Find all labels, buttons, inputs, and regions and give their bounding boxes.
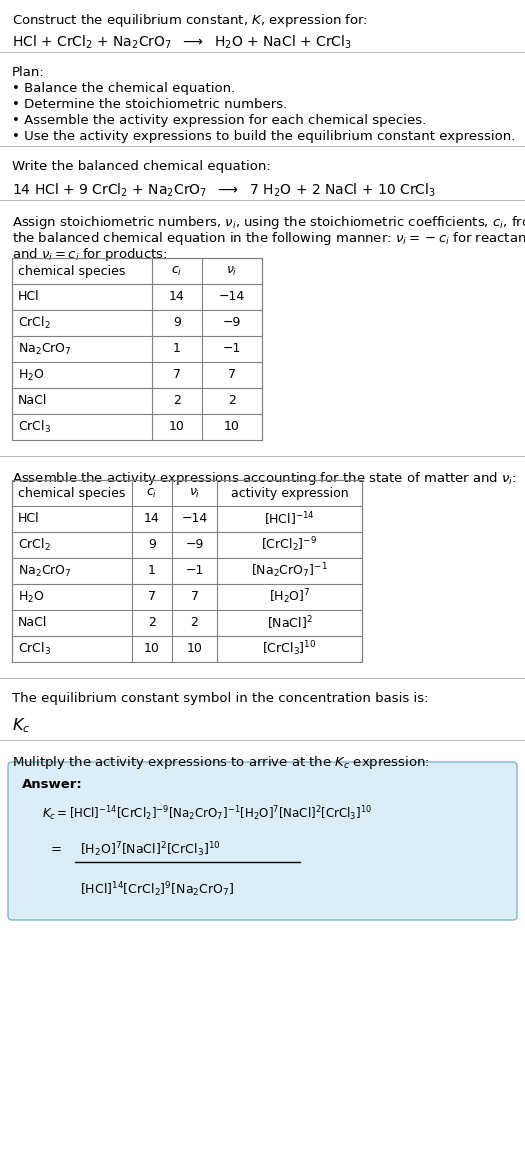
Text: $[\mathrm{H_2O}]^7 [\mathrm{NaCl}]^2 [\mathrm{CrCl_3}]^{10}$: $[\mathrm{H_2O}]^7 [\mathrm{NaCl}]^2 [\m…	[80, 840, 220, 859]
Text: HCl: HCl	[18, 513, 39, 526]
Text: HCl: HCl	[18, 291, 39, 303]
Text: 2: 2	[148, 616, 156, 630]
Text: [Na$_2$CrO$_7$]$^{-1}$: [Na$_2$CrO$_7$]$^{-1}$	[251, 562, 328, 580]
Text: 7: 7	[173, 368, 181, 381]
Text: and $\nu_i = c_i$ for products:: and $\nu_i = c_i$ for products:	[12, 245, 167, 263]
Text: [HCl]$^{-14}$: [HCl]$^{-14}$	[264, 511, 315, 528]
Text: $K_c$: $K_c$	[12, 716, 30, 734]
Text: −1: −1	[185, 564, 204, 578]
Text: HCl + CrCl$_2$ + Na$_2$CrO$_7$  $\longrightarrow$  H$_2$O + NaCl + CrCl$_3$: HCl + CrCl$_2$ + Na$_2$CrO$_7$ $\longrig…	[12, 34, 352, 51]
Text: Assemble the activity expressions accounting for the state of matter and $\nu_i$: Assemble the activity expressions accoun…	[12, 470, 517, 488]
Text: $\nu_i$: $\nu_i$	[189, 486, 200, 499]
Text: 10: 10	[144, 643, 160, 655]
Text: • Assemble the activity expression for each chemical species.: • Assemble the activity expression for e…	[12, 113, 426, 127]
Text: 2: 2	[191, 616, 198, 630]
Text: $K_c = [\mathrm{HCl}]^{-14} [\mathrm{CrCl_2}]^{-9} [\mathrm{Na_2CrO_7}]^{-1} [\m: $K_c = [\mathrm{HCl}]^{-14} [\mathrm{CrC…	[42, 804, 372, 822]
Text: Plan:: Plan:	[12, 66, 45, 79]
Text: −1: −1	[223, 343, 241, 356]
Text: NaCl: NaCl	[18, 395, 47, 408]
Text: 14: 14	[144, 513, 160, 526]
Text: Na$_2$CrO$_7$: Na$_2$CrO$_7$	[18, 342, 72, 357]
Text: the balanced chemical equation in the following manner: $\nu_i = -c_i$ for react: the balanced chemical equation in the fo…	[12, 230, 525, 247]
Text: H$_2$O: H$_2$O	[18, 589, 45, 604]
Text: CrCl$_2$: CrCl$_2$	[18, 537, 51, 554]
Text: 1: 1	[148, 564, 156, 578]
Text: 14 HCl + 9 CrCl$_2$ + Na$_2$CrO$_7$  $\longrightarrow$  7 H$_2$O + 2 NaCl + 10 C: 14 HCl + 9 CrCl$_2$ + Na$_2$CrO$_7$ $\lo…	[12, 182, 436, 199]
Text: 10: 10	[169, 420, 185, 433]
Bar	[12, 481, 362, 662]
Bar	[12, 258, 262, 440]
Text: Na$_2$CrO$_7$: Na$_2$CrO$_7$	[18, 564, 72, 579]
Text: [CrCl$_3$]$^{10}$: [CrCl$_3$]$^{10}$	[262, 639, 317, 659]
Text: 9: 9	[173, 316, 181, 330]
Text: 7: 7	[148, 591, 156, 603]
Text: 10: 10	[186, 643, 203, 655]
Text: • Determine the stoichiometric numbers.: • Determine the stoichiometric numbers.	[12, 98, 287, 111]
Text: 10: 10	[224, 420, 240, 433]
Text: 9: 9	[148, 538, 156, 551]
Text: [NaCl]$^2$: [NaCl]$^2$	[267, 614, 312, 632]
Text: 14: 14	[169, 291, 185, 303]
Text: [CrCl$_2$]$^{-9}$: [CrCl$_2$]$^{-9}$	[261, 536, 318, 555]
Text: 7: 7	[191, 591, 198, 603]
Text: activity expression: activity expression	[230, 486, 348, 499]
Text: Mulitply the activity expressions to arrive at the $K_c$ expression:: Mulitply the activity expressions to arr…	[12, 754, 430, 771]
Text: −14: −14	[181, 513, 207, 526]
Text: 2: 2	[173, 395, 181, 408]
Text: • Use the activity expressions to build the equilibrium constant expression.: • Use the activity expressions to build …	[12, 130, 516, 142]
Text: Write the balanced chemical equation:: Write the balanced chemical equation:	[12, 160, 271, 173]
Bar	[12, 481, 362, 662]
Text: [H$_2$O]$^7$: [H$_2$O]$^7$	[269, 587, 310, 607]
Text: Assign stoichiometric numbers, $\nu_i$, using the stoichiometric coefficients, $: Assign stoichiometric numbers, $\nu_i$, …	[12, 214, 525, 230]
Bar	[12, 258, 262, 440]
Text: 2: 2	[228, 395, 236, 408]
Text: −14: −14	[219, 291, 245, 303]
Text: H$_2$O: H$_2$O	[18, 367, 45, 382]
Text: Construct the equilibrium constant, $K$, expression for:: Construct the equilibrium constant, $K$,…	[12, 12, 368, 29]
Text: $\nu_i$: $\nu_i$	[226, 264, 238, 278]
Text: CrCl$_3$: CrCl$_3$	[18, 640, 51, 657]
Text: $[\mathrm{HCl}]^{14} [\mathrm{CrCl_2}]^9 [\mathrm{Na_2CrO_7}]$: $[\mathrm{HCl}]^{14} [\mathrm{CrCl_2}]^9…	[80, 880, 234, 899]
Text: • Balance the chemical equation.: • Balance the chemical equation.	[12, 82, 235, 95]
Text: =: =	[50, 843, 61, 857]
Text: $c_i$: $c_i$	[171, 264, 183, 278]
Text: −9: −9	[185, 538, 204, 551]
Text: CrCl$_2$: CrCl$_2$	[18, 315, 51, 331]
Text: −9: −9	[223, 316, 241, 330]
Text: NaCl: NaCl	[18, 616, 47, 630]
Text: $c_i$: $c_i$	[146, 486, 158, 499]
Text: Answer:: Answer:	[22, 778, 83, 791]
Text: The equilibrium constant symbol in the concentration basis is:: The equilibrium constant symbol in the c…	[12, 692, 428, 705]
Text: 7: 7	[228, 368, 236, 381]
Text: chemical species: chemical species	[18, 264, 125, 278]
Text: CrCl$_3$: CrCl$_3$	[18, 419, 51, 435]
Text: chemical species: chemical species	[18, 486, 125, 499]
FancyBboxPatch shape	[8, 762, 517, 919]
Text: 1: 1	[173, 343, 181, 356]
